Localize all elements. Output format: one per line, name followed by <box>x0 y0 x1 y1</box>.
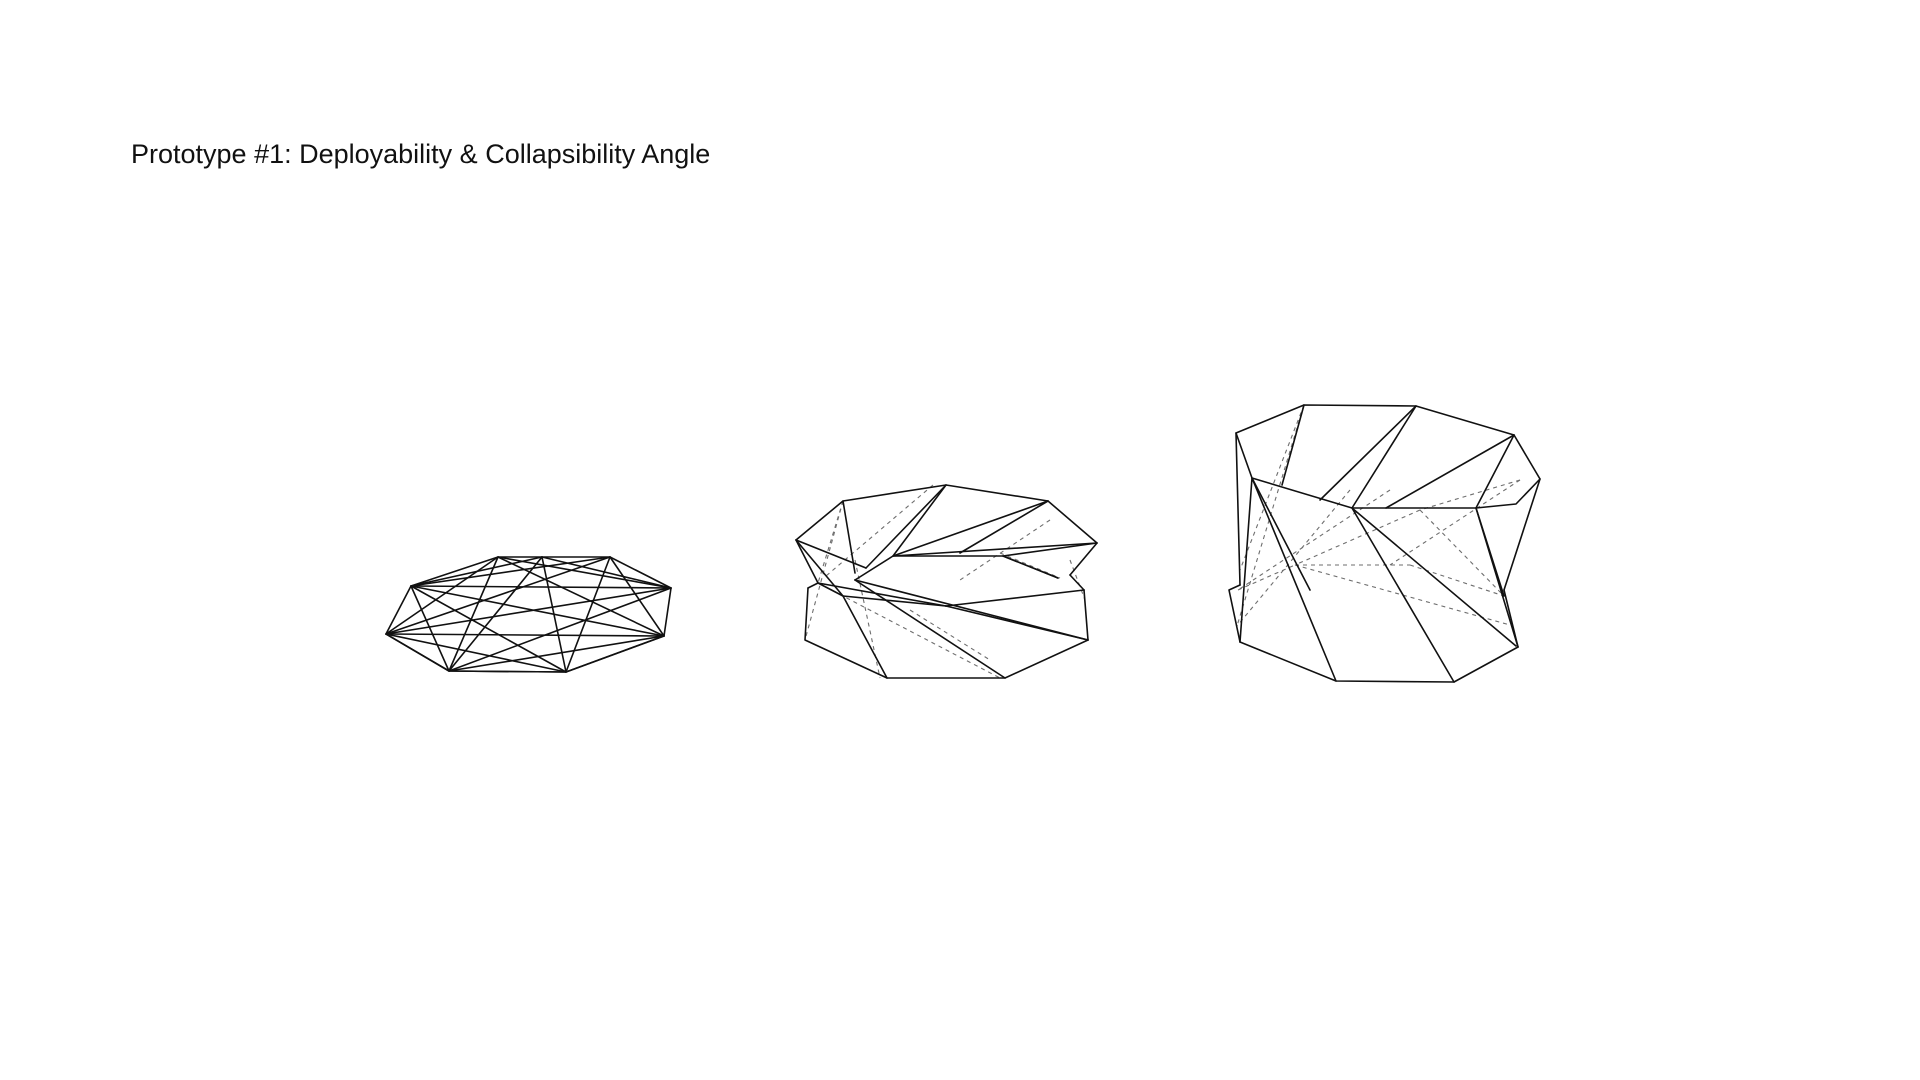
partial-prototype-icon <box>795 484 1098 679</box>
page-title: Prototype #1: Deployability & Collapsibi… <box>131 139 711 169</box>
collapsed-prototype-icon <box>385 556 672 673</box>
deployed-prototype-icon <box>1228 404 1541 683</box>
